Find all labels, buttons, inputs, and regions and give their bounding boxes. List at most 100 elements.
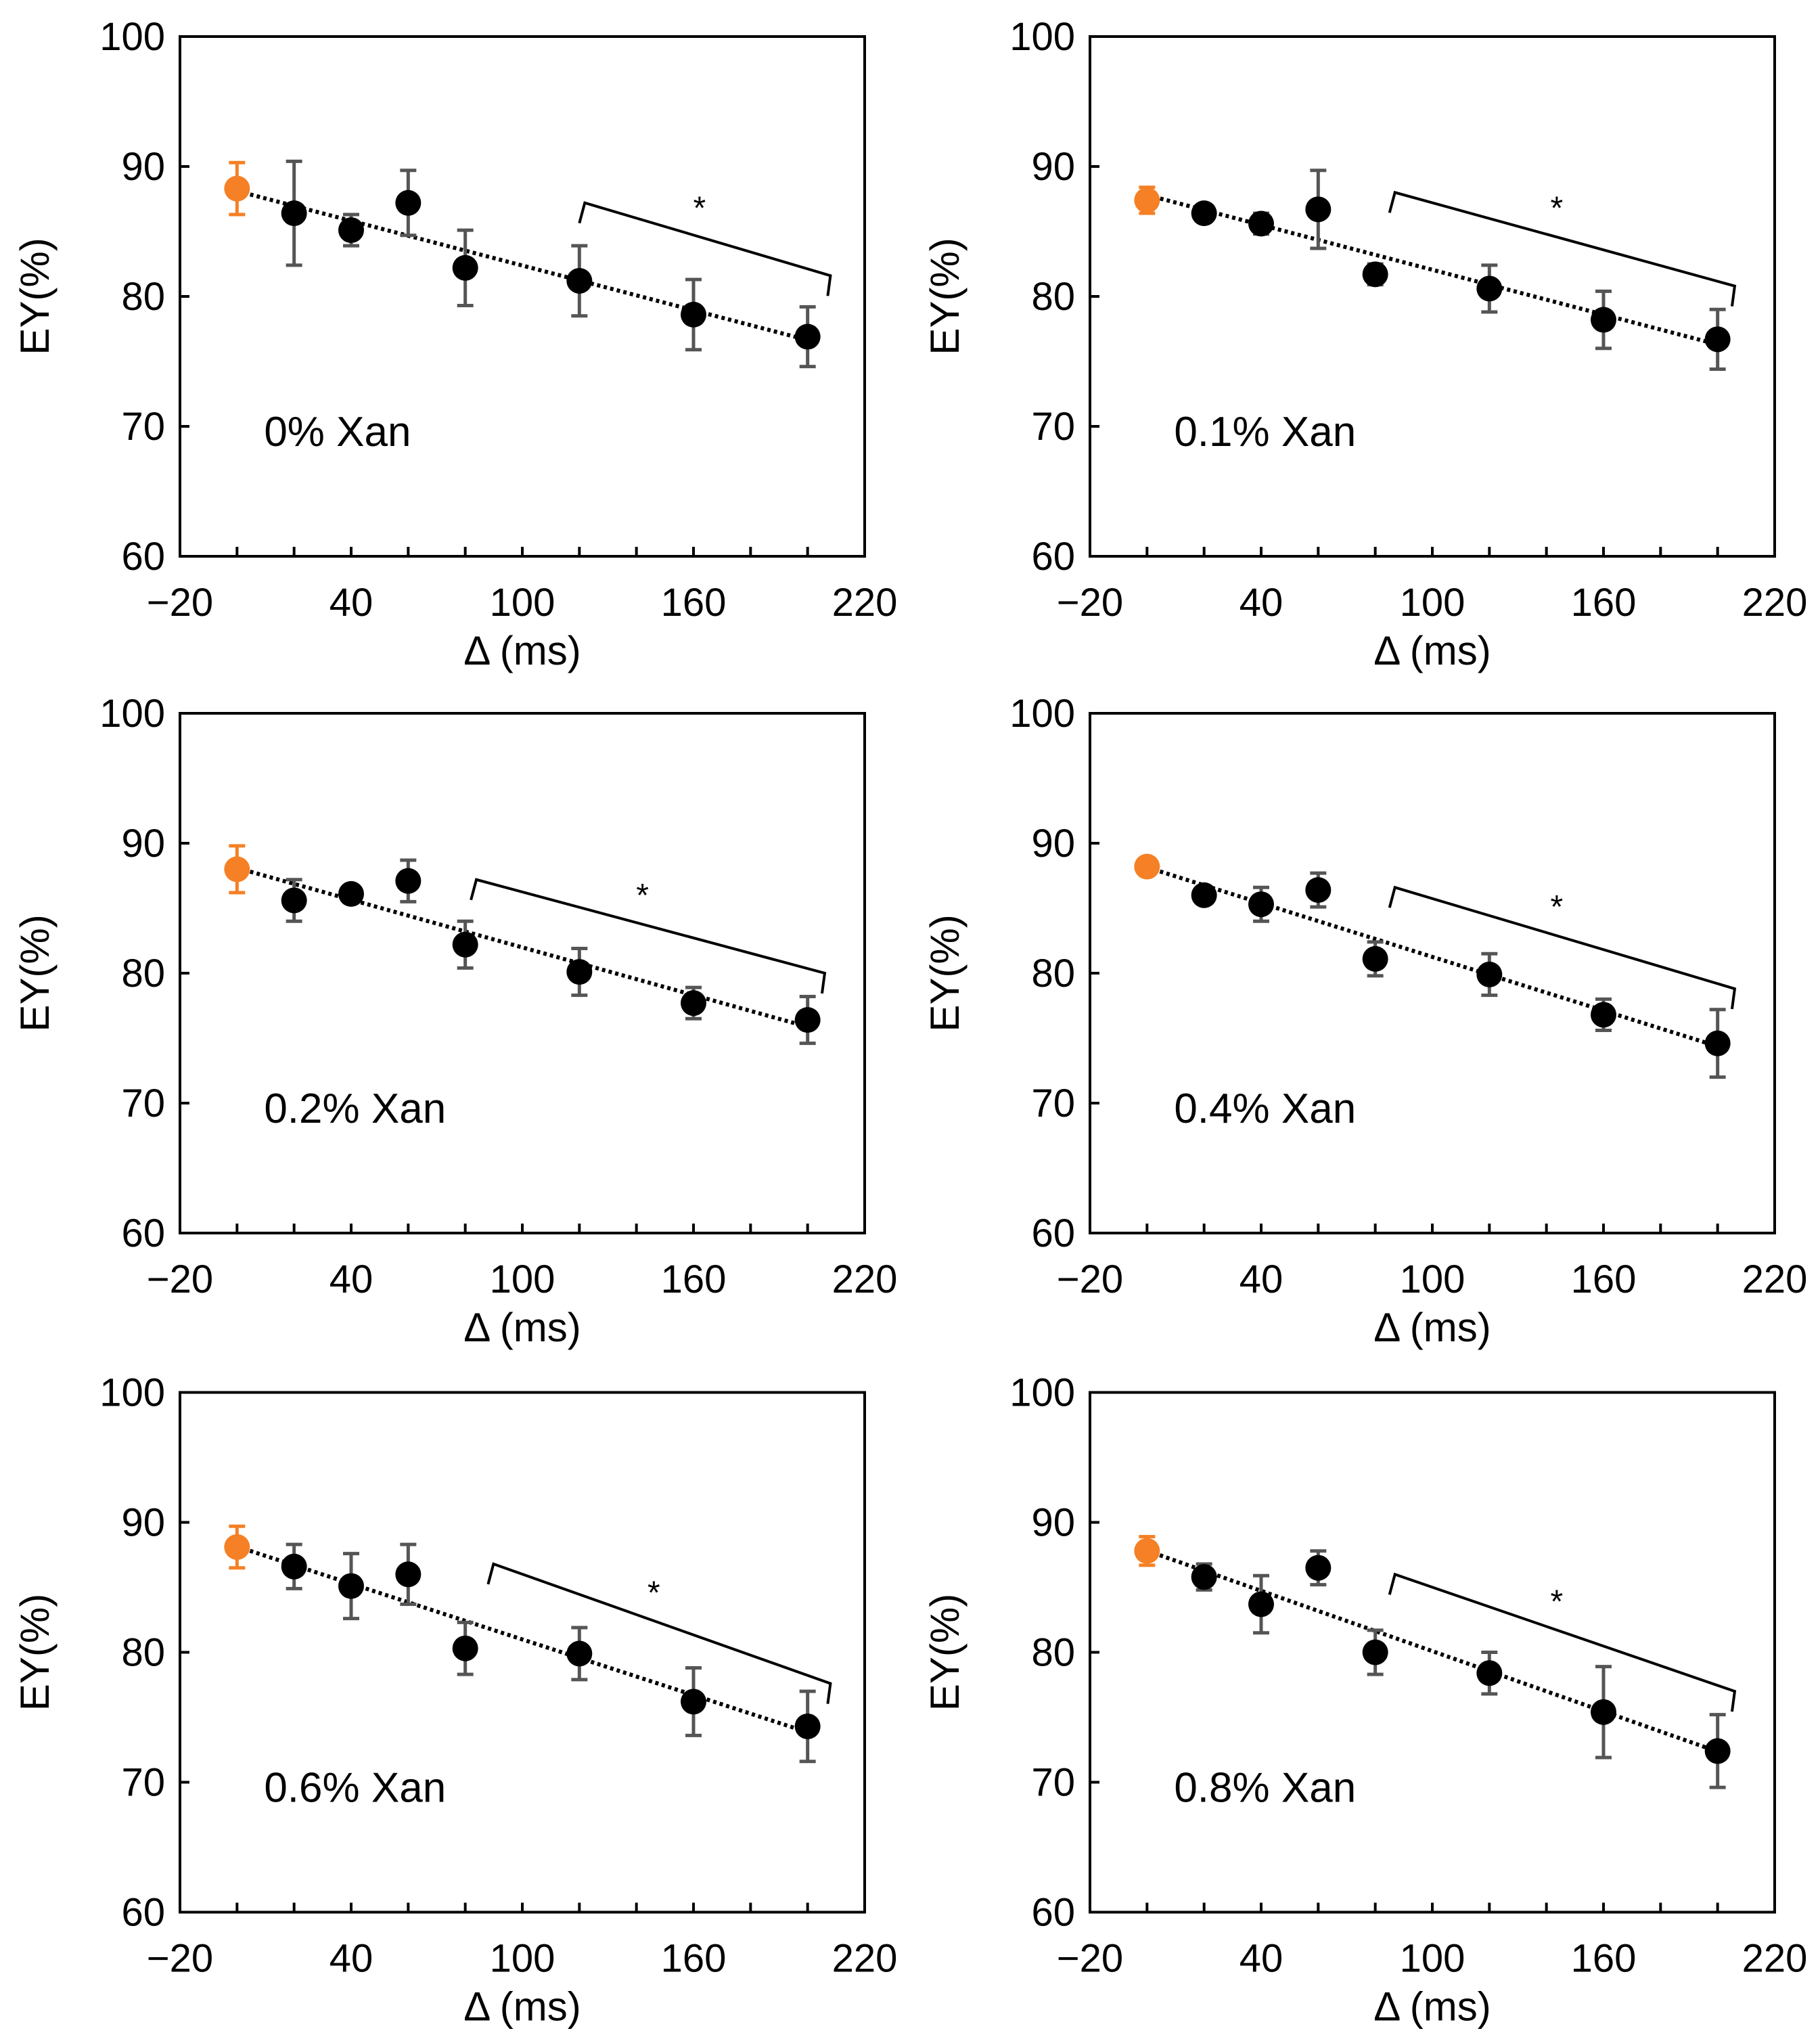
x-tick-label: 40	[1239, 581, 1283, 625]
data-point-group	[1248, 885, 1274, 923]
data-point-group	[566, 947, 593, 998]
data-point-group	[681, 277, 706, 352]
y-tick-label: 80	[121, 275, 165, 319]
data-point-group	[1191, 1562, 1217, 1592]
x-tick-label: 100	[1400, 1257, 1465, 1301]
x-tick-label: 160	[661, 1937, 727, 1981]
data-point-group	[224, 160, 250, 217]
data-point	[1476, 275, 1503, 302]
data-point-group	[1191, 882, 1217, 908]
data-point	[338, 217, 364, 244]
trendline	[236, 1544, 809, 1735]
y-tick-label: 60	[1031, 535, 1075, 579]
plot-frame	[1089, 712, 1776, 1234]
data-point	[395, 1561, 422, 1588]
data-point	[1305, 877, 1332, 903]
data-point	[681, 1689, 706, 1715]
data-point-group	[1134, 853, 1160, 880]
significance-star: *	[1551, 889, 1564, 925]
data-point	[1476, 1660, 1503, 1686]
data-point-group	[1248, 1573, 1274, 1635]
y-axis-label: EY(%)	[12, 914, 58, 1031]
data-point-group	[1476, 263, 1503, 314]
x-tick-label: 220	[832, 1937, 898, 1981]
y-tick-label: 100	[1009, 15, 1075, 59]
trendline	[1146, 193, 1719, 346]
x-tick-label: 40	[329, 1257, 373, 1301]
data-point	[1591, 1002, 1616, 1028]
data-point-group	[566, 244, 593, 318]
panel-label: 0.4% Xan	[1174, 1086, 1356, 1132]
significance-bracket	[470, 878, 827, 994]
y-tick-label: 100	[1009, 692, 1075, 736]
data-point	[1248, 891, 1274, 918]
data-point	[1191, 1564, 1217, 1590]
data-point	[452, 1635, 478, 1661]
y-axis-label: EY(%)	[922, 1594, 968, 1711]
x-tick-label: 40	[1239, 1257, 1283, 1301]
data-point	[1134, 853, 1160, 880]
data-point	[1305, 1555, 1332, 1581]
x-tick-label: 100	[490, 581, 555, 625]
data-point-group	[281, 878, 307, 923]
data-point-group	[395, 1542, 422, 1606]
y-axis-label: EY(%)	[922, 238, 968, 355]
data-point	[681, 301, 706, 328]
y-tick-label: 60	[121, 1211, 165, 1255]
data-point	[566, 959, 593, 985]
data-point	[281, 887, 307, 914]
y-tick-label: 70	[121, 1761, 165, 1805]
x-tick-label: 220	[1742, 1937, 1808, 1981]
panel-label: 0.8% Xan	[1174, 1764, 1356, 1811]
panel-label: 0% Xan	[264, 409, 411, 455]
significance-star: *	[693, 191, 706, 227]
data-point	[224, 175, 250, 202]
data-point-group	[1362, 1628, 1388, 1676]
y-tick-label: 100	[99, 692, 165, 736]
x-tick-label: −20	[147, 1937, 213, 1981]
data-point	[1191, 882, 1217, 908]
x-tick-label: 100	[1400, 581, 1465, 625]
trendline	[1146, 1548, 1719, 1754]
x-tick-label: 40	[329, 581, 373, 625]
data-point-group	[1134, 1535, 1160, 1567]
x-axis-label: Δ (ms)	[1373, 1984, 1491, 2030]
data-point	[1362, 945, 1388, 972]
data-point-group	[281, 1542, 307, 1590]
panel-label: 0.2% Xan	[264, 1086, 446, 1132]
data-point	[681, 990, 706, 1016]
y-tick-label: 70	[1031, 405, 1075, 449]
data-point-group	[1704, 1713, 1731, 1789]
y-tick-label: 90	[1031, 1501, 1075, 1545]
x-axis-label: Δ (ms)	[1373, 628, 1491, 673]
y-tick-label: 90	[121, 822, 165, 866]
data-point	[395, 868, 422, 894]
x-axis-label: Δ (ms)	[463, 628, 581, 673]
data-point	[794, 323, 821, 350]
data-point	[1704, 326, 1731, 353]
data-point	[338, 1573, 364, 1599]
data-point-group	[1704, 1008, 1731, 1079]
plot-frame	[1089, 1391, 1776, 1914]
data-point	[224, 856, 250, 882]
data-point	[1248, 1591, 1274, 1617]
plot-frame	[179, 35, 866, 558]
significance-star: *	[1551, 1584, 1564, 1620]
data-point-group	[681, 985, 706, 1021]
data-point-group	[1591, 997, 1616, 1032]
data-point	[338, 880, 364, 907]
data-point-group	[452, 228, 478, 307]
x-tick-label: 220	[1742, 1257, 1808, 1301]
x-tick-label: 220	[832, 1257, 898, 1301]
x-tick-label: 100	[490, 1257, 555, 1301]
plot-frame	[179, 712, 866, 1234]
significance-star: *	[647, 1575, 660, 1611]
x-tick-label: 160	[661, 1257, 727, 1301]
y-tick-label: 60	[121, 535, 165, 579]
panel-label: 0.6% Xan	[264, 1764, 446, 1811]
y-tick-label: 80	[121, 1631, 165, 1675]
